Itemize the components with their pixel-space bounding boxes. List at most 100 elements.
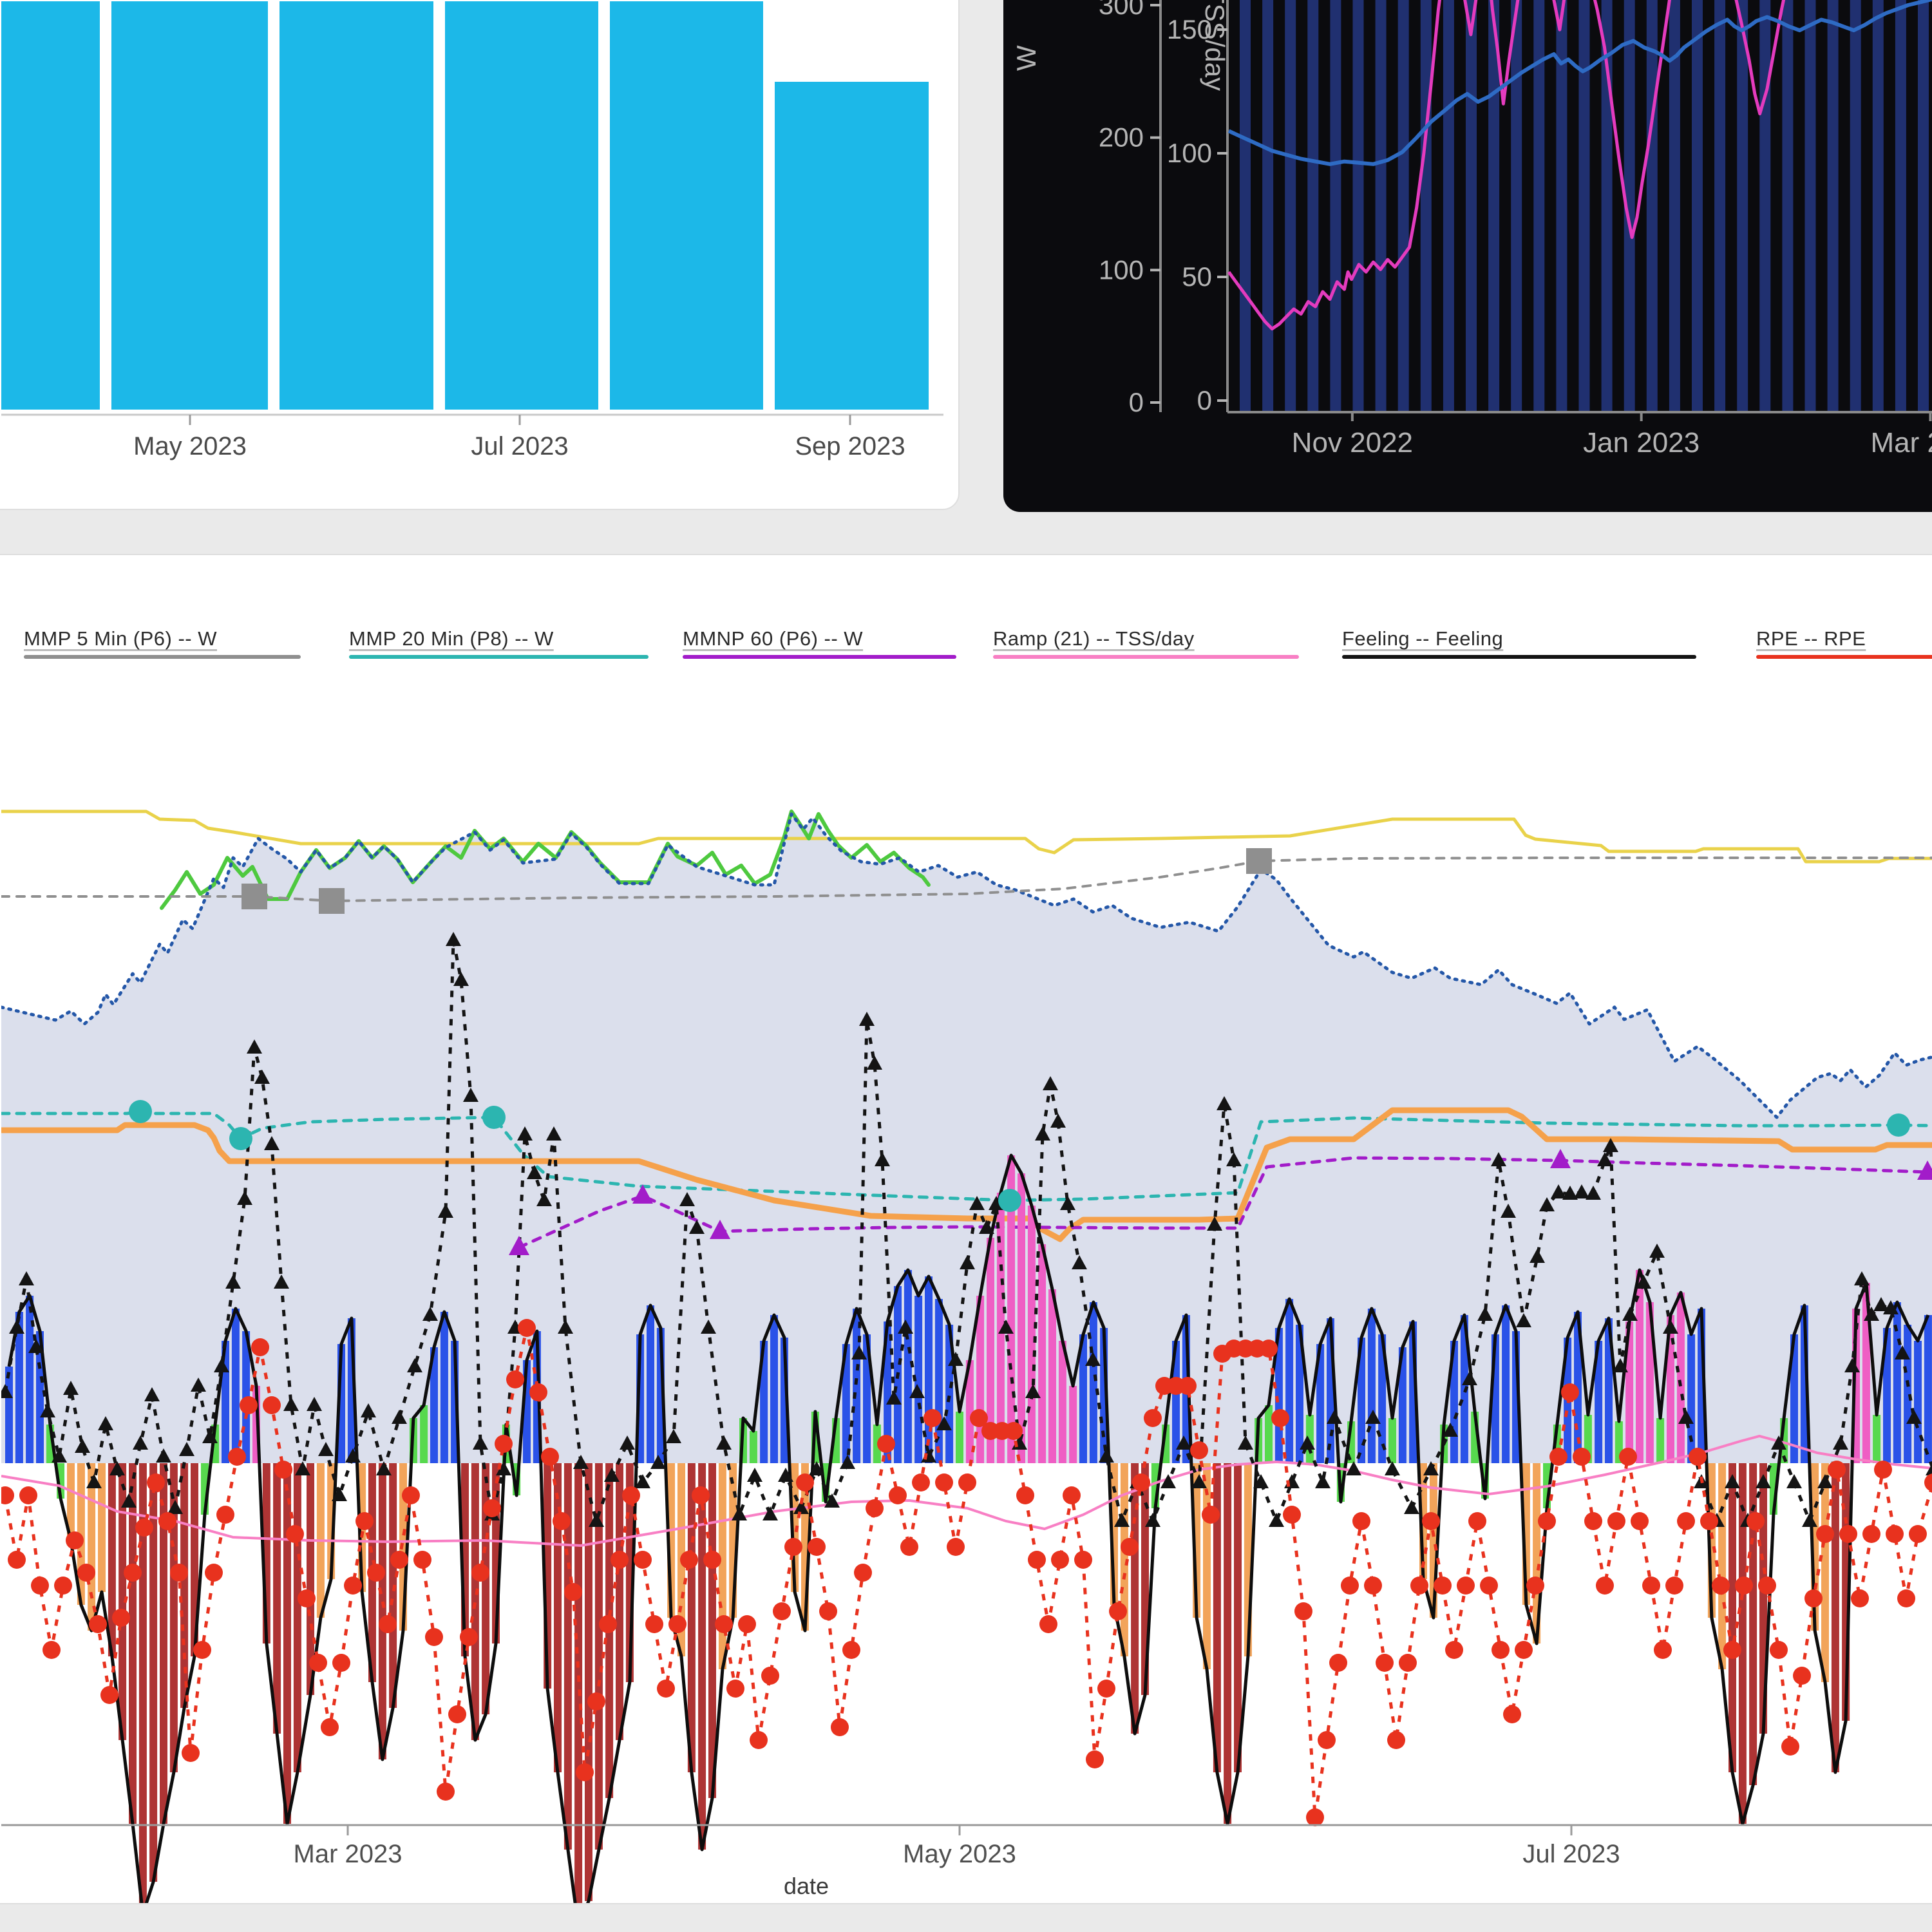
- daily-load-bar[interactable]: [1224, 1463, 1232, 1824]
- daily-load-bar[interactable]: [1904, 1325, 1912, 1463]
- daily-load-bar[interactable]: [842, 1344, 850, 1463]
- daily-load-bar[interactable]: [129, 1463, 137, 1824]
- daily-load-bar[interactable]: [1595, 1341, 1603, 1463]
- daily-load-bar[interactable]: [1265, 1405, 1273, 1463]
- daily-load-bar[interactable]: [440, 1312, 448, 1463]
- daily-load-bar[interactable]: [389, 1463, 397, 1708]
- legend-item-4[interactable]: Feeling -- Feeling: [1342, 627, 1696, 659]
- daily-load-bar[interactable]: [647, 1305, 654, 1463]
- daily-load-bar[interactable]: [67, 1463, 75, 1540]
- daily-load-bar[interactable]: [1718, 1463, 1727, 1669]
- daily-load-bar[interactable]: [327, 1463, 336, 1579]
- month-bar[interactable]: [775, 82, 929, 410]
- daily-load-bar[interactable]: [594, 1463, 603, 1850]
- daily-load-bar[interactable]: [564, 1463, 572, 1850]
- daily-load-bar[interactable]: [1667, 1315, 1674, 1463]
- legend-item-2[interactable]: MMNP 60 (P6) -- W: [683, 627, 956, 659]
- daily-load-bar[interactable]: [273, 1463, 281, 1734]
- daily-load-bar[interactable]: [1636, 1270, 1643, 1463]
- daily-load-bar[interactable]: [293, 1463, 301, 1772]
- daily-load-bar[interactable]: [1285, 1299, 1294, 1463]
- daily-load-bar[interactable]: [1388, 1418, 1396, 1463]
- daily-load-bar[interactable]: [1656, 1418, 1665, 1463]
- daily-load-bar[interactable]: [1027, 1206, 1036, 1463]
- daily-load-bar[interactable]: [1687, 1334, 1696, 1463]
- daily-load-bar[interactable]: [554, 1463, 562, 1772]
- daily-load-bar[interactable]: [749, 1431, 757, 1463]
- daily-load-bar[interactable]: [231, 1309, 240, 1463]
- daily-load-bar[interactable]: [1831, 1463, 1839, 1772]
- daily-load-bar[interactable]: [1728, 1463, 1736, 1772]
- daily-load-bar[interactable]: [1131, 1463, 1139, 1734]
- daily-load-bar[interactable]: [1058, 1341, 1066, 1463]
- daily-load-bar[interactable]: [884, 1321, 892, 1463]
- daily-load-bar[interactable]: [1007, 1155, 1016, 1463]
- daily-load-bar[interactable]: [1625, 1321, 1634, 1463]
- daily-load-bar[interactable]: [616, 1463, 623, 1740]
- daily-load-bar[interactable]: [1749, 1463, 1757, 1785]
- month-bar[interactable]: [1, 1, 100, 410]
- daily-load-bar[interactable]: [1862, 1283, 1870, 1463]
- daily-load-bar[interactable]: [1821, 1463, 1829, 1682]
- daily-load-bar[interactable]: [307, 1463, 314, 1695]
- daily-load-bar[interactable]: [1883, 1328, 1891, 1463]
- daily-load-bar[interactable]: [15, 1312, 23, 1463]
- daily-load-bar[interactable]: [88, 1463, 96, 1631]
- daily-load-bar[interactable]: [1676, 1293, 1685, 1463]
- daily-load-bar[interactable]: [1914, 1341, 1922, 1463]
- daily-load-bar[interactable]: [1605, 1318, 1613, 1463]
- daily-load-bar[interactable]: [965, 1360, 974, 1463]
- daily-load-bar[interactable]: [420, 1405, 428, 1463]
- daily-load-bar[interactable]: [914, 1296, 923, 1463]
- daily-load-bar[interactable]: [1296, 1325, 1303, 1463]
- month-bar[interactable]: [610, 1, 763, 410]
- fitness-overview-chart[interactable]: Mar 2023 May 2023 Jul 2023: [1, 555, 1932, 1904]
- daily-load-bar[interactable]: [1172, 1341, 1180, 1463]
- legend-item-5[interactable]: RPE -- RPE: [1756, 627, 1932, 659]
- month-bar[interactable]: [111, 1, 268, 410]
- daily-load-bar[interactable]: [1645, 1302, 1654, 1463]
- daily-load-bar[interactable]: [1378, 1334, 1387, 1463]
- daily-load-bar[interactable]: [5, 1367, 13, 1463]
- daily-load-bar[interactable]: [1502, 1305, 1510, 1463]
- daily-load-bar[interactable]: [1873, 1415, 1881, 1463]
- daily-load-bar[interactable]: [1790, 1334, 1798, 1463]
- month-bar[interactable]: [279, 1, 433, 410]
- power-tss-line-chart[interactable]: 0 100 200 300 0 50 100 150 W TSS/day Nov 2022 Jan 2…: [1003, 0, 1932, 512]
- daily-load-bar[interactable]: [482, 1463, 490, 1714]
- daily-load-bar[interactable]: [378, 1463, 386, 1759]
- daily-load-bar[interactable]: [853, 1309, 861, 1463]
- daily-load-bar[interactable]: [956, 1412, 963, 1463]
- daily-load-bar[interactable]: [1213, 1463, 1221, 1772]
- daily-load-bar[interactable]: [1234, 1463, 1242, 1772]
- daily-load-bar[interactable]: [1079, 1334, 1087, 1463]
- daily-load-bar[interactable]: [149, 1463, 158, 1882]
- daily-load-bar[interactable]: [1316, 1344, 1325, 1463]
- daily-load-bar[interactable]: [987, 1238, 994, 1463]
- daily-load-bar[interactable]: [1398, 1347, 1406, 1463]
- monthly-volume-bar-chart[interactable]: May 2023 Jul 2023 Sep 2023: [1, 1, 960, 510]
- daily-load-bar[interactable]: [1924, 1315, 1932, 1463]
- daily-load-bar[interactable]: [471, 1463, 479, 1740]
- daily-load-bar[interactable]: [1038, 1244, 1046, 1463]
- daily-load-bar[interactable]: [904, 1270, 912, 1463]
- daily-load-bar[interactable]: [1089, 1302, 1097, 1463]
- daily-load-bar[interactable]: [98, 1463, 106, 1592]
- daily-load-bar[interactable]: [430, 1347, 438, 1463]
- daily-load-bar[interactable]: [873, 1425, 881, 1463]
- daily-load-bar[interactable]: [118, 1463, 127, 1740]
- daily-load-bar[interactable]: [1738, 1463, 1747, 1824]
- daily-load-bar[interactable]: [1069, 1386, 1077, 1463]
- daily-load-bar[interactable]: [1367, 1309, 1376, 1463]
- daily-load-bar[interactable]: [1018, 1173, 1025, 1463]
- daily-load-bar[interactable]: [283, 1463, 291, 1824]
- legend-item-0[interactable]: MMP 5 Min (P6) -- W: [24, 627, 301, 659]
- daily-load-bar[interactable]: [108, 1463, 116, 1656]
- daily-load-bar[interactable]: [996, 1193, 1005, 1463]
- daily-load-bar[interactable]: [574, 1463, 583, 1904]
- daily-load-bar[interactable]: [26, 1296, 34, 1463]
- daily-load-bar[interactable]: [585, 1463, 592, 1901]
- legend-item-1[interactable]: MMP 20 Min (P8) -- W: [349, 627, 649, 659]
- daily-load-bar[interactable]: [863, 1334, 871, 1463]
- daily-load-bar[interactable]: [160, 1463, 167, 1824]
